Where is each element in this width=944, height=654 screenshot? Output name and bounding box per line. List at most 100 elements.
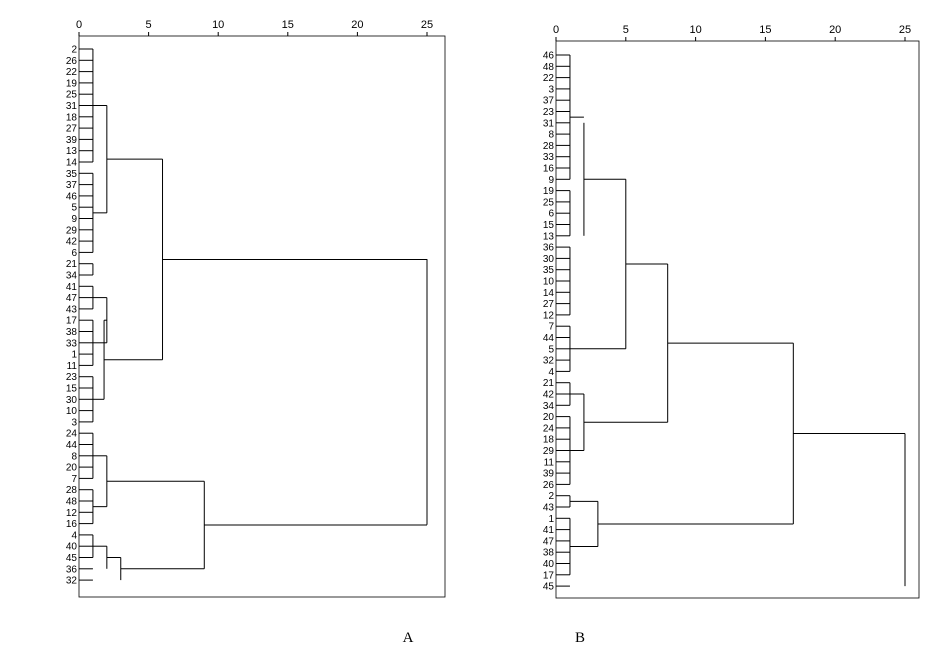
leaf-label: 42	[66, 237, 78, 248]
leaf-label: 19	[66, 78, 78, 89]
leaf-label: 33	[543, 152, 555, 163]
leaf-label: 23	[543, 107, 555, 118]
axis-tick-label: 10	[212, 19, 224, 31]
leaf-label: 43	[66, 304, 78, 315]
leaf-label: 12	[543, 310, 555, 321]
leaf-label: 20	[66, 463, 78, 474]
leaf-label: 31	[66, 101, 78, 112]
leaf-label: 3	[71, 417, 77, 428]
leaf-label: 17	[66, 316, 78, 327]
leaf-label: 15	[543, 220, 555, 231]
leaf-label: 9	[71, 214, 77, 225]
leaf-label: 28	[543, 141, 555, 152]
leaf-label: 4	[71, 530, 77, 541]
leaf-label: 21	[66, 259, 78, 270]
leaf-label: 47	[66, 293, 78, 304]
leaf-label: 7	[71, 474, 77, 485]
leaf-label: 38	[543, 548, 555, 559]
leaf-label: 22	[66, 67, 78, 78]
leaf-label: 22	[543, 73, 555, 84]
leaf-label: 6	[71, 248, 77, 259]
axis-tick-label: 25	[899, 24, 911, 36]
leaf-label: 41	[66, 282, 78, 293]
leaf-label: 21	[543, 378, 555, 389]
leaf-label: 31	[543, 118, 555, 129]
leaf-label: 38	[66, 327, 78, 338]
leaf-label: 18	[543, 435, 555, 446]
leaf-label: 36	[543, 243, 555, 254]
leaf-label: 8	[71, 451, 77, 462]
leaf-label: 10	[66, 406, 78, 417]
leaf-label: 27	[66, 124, 78, 135]
leaf-label: 37	[66, 180, 78, 191]
leaf-label: 5	[548, 344, 554, 355]
axis-tick-label: 10	[689, 24, 701, 36]
leaf-label: 40	[66, 542, 78, 553]
leaf-label: 5	[71, 203, 77, 214]
leaf-label: 35	[543, 265, 555, 276]
leaf-label: 26	[66, 56, 78, 67]
leaf-label: 19	[543, 186, 555, 197]
leaf-label: 46	[543, 51, 555, 62]
leaf-label: 14	[66, 158, 78, 169]
leaf-label: 30	[543, 254, 555, 265]
leaf-label: 48	[543, 62, 555, 73]
leaf-label: 45	[66, 553, 78, 564]
leaf-label: 43	[543, 503, 555, 514]
leaf-label: 26	[543, 480, 555, 491]
leaf-label: 47	[543, 536, 555, 547]
leaf-label: 29	[66, 225, 78, 236]
dendrogram-panel-b: 0 5 10 15 20 25464822337233182833169192561513…	[543, 24, 920, 646]
leaf-label: 36	[66, 564, 78, 575]
axis-tick-label: 15	[282, 19, 294, 31]
leaf-label: 42	[543, 390, 555, 401]
leaf-label: 16	[66, 519, 78, 530]
panel-label: B	[575, 630, 585, 646]
leaf-label: 15	[66, 384, 78, 395]
axis-tick-label: 5	[146, 19, 152, 31]
leaf-label: 25	[543, 197, 555, 208]
leaf-label: 44	[66, 440, 78, 451]
leaf-label: 4	[548, 367, 554, 378]
leaf-label: 20	[543, 412, 555, 423]
leaf-label: 3	[548, 84, 554, 95]
leaf-label: 37	[543, 96, 555, 107]
leaf-label: 7	[548, 322, 554, 333]
axis-tick-label: 25	[421, 19, 433, 31]
axis-tick-label: 20	[351, 19, 363, 31]
leaf-label: 30	[66, 395, 78, 406]
leaf-label: 16	[543, 164, 555, 175]
leaf-label: 34	[66, 271, 78, 282]
axis-tick-label: 15	[759, 24, 771, 36]
leaf-label: 13	[66, 146, 78, 157]
leaf-label: 46	[66, 191, 78, 202]
leaf-label: 24	[543, 423, 555, 434]
leaf-label: 29	[543, 446, 555, 457]
plot-frame	[78, 35, 446, 598]
leaf-label: 10	[543, 277, 555, 288]
axis-tick-label: 0	[553, 24, 559, 36]
leaf-label: 14	[543, 288, 555, 299]
leaf-label: 39	[66, 135, 78, 146]
plot-frame	[555, 40, 920, 599]
leaf-label: 11	[67, 361, 78, 372]
leaf-label: 41	[543, 525, 555, 536]
leaf-label: 11	[544, 457, 555, 468]
leaf-label: 32	[543, 356, 555, 367]
leaf-label: 28	[66, 485, 78, 496]
leaf-label: 40	[543, 559, 555, 570]
dendrogram-panel-a: 0 5 10 15 20 25226221925311827391314353746592…	[66, 19, 446, 646]
leaf-label: 2	[71, 45, 77, 56]
leaf-label: 9	[548, 175, 554, 186]
leaf-label: 24	[66, 429, 78, 440]
leaf-label: 8	[548, 130, 554, 141]
leaf-label: 2	[548, 491, 554, 502]
leaf-label: 25	[66, 90, 78, 101]
leaf-label: 1	[71, 350, 77, 361]
axis-tick-label: 5	[623, 24, 629, 36]
leaf-label: 48	[66, 497, 78, 508]
leaf-label: 23	[66, 372, 78, 383]
leaf-label: 12	[66, 508, 78, 519]
leaf-label: 44	[543, 333, 555, 344]
